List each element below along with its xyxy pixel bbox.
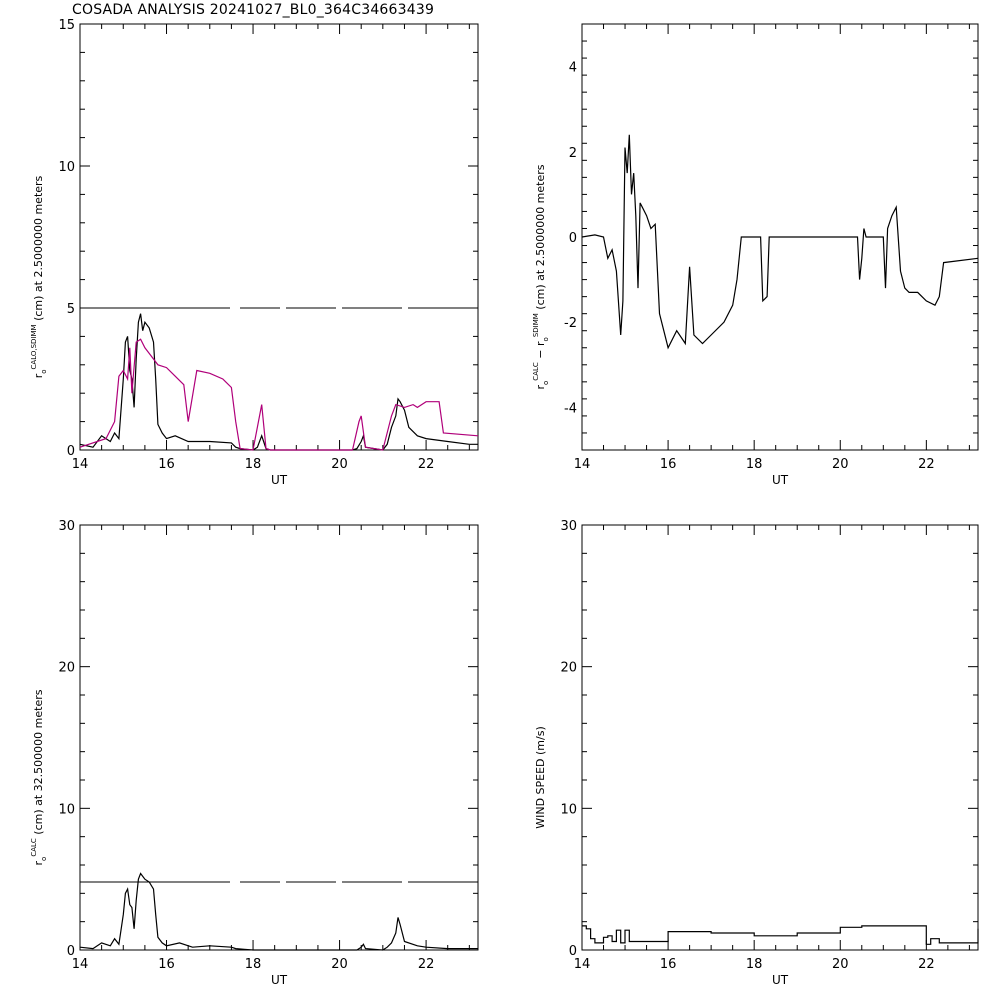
y-tick-label: 30	[58, 519, 75, 534]
y-axis-label: roCALC (cm) at 32.500000 meters	[30, 689, 48, 865]
chart-panel-4: 14 16 18 20 22 0 10 20 30 UT WIND SPEED (m/s)	[534, 519, 979, 987]
y-tick-label: 20	[560, 661, 577, 676]
x-tick-label: 20	[331, 457, 348, 472]
x-tick-label: 20	[832, 957, 849, 972]
y-tick-label: 15	[58, 18, 75, 33]
chart-panel-2: 14 16 18 20 22 -4 -2 0 2 4 UT roCALC − roSDIMM (cm)…	[532, 23, 979, 487]
x-tick-label: 18	[245, 957, 262, 972]
x-tick-label: 16	[660, 457, 677, 472]
x-tick-label: 20	[331, 957, 348, 972]
x-tick-label: 22	[418, 457, 435, 472]
y-tick-label: -4	[564, 401, 577, 416]
x-tick-label: 22	[918, 957, 935, 972]
y-tick-label: 0	[67, 944, 75, 959]
chart-panel-3: 14 16 18 20 22 0 10 20 30 UT roCALC (cm) at 32.500…	[30, 519, 479, 987]
series-line-1	[79, 872, 478, 951]
y-tick-label: 0	[569, 944, 577, 959]
y-tick-label: 30	[560, 519, 577, 534]
plot-frame	[581, 524, 979, 951]
x-axis-label: UT	[271, 473, 288, 487]
chart-title: COSADA ANALYSIS 20241027_BL0_364C3466343…	[72, 2, 435, 18]
y-axis-label: WIND SPEED (m/s)	[534, 726, 547, 829]
y-tick-label: 10	[58, 160, 75, 175]
x-tick-label: 22	[918, 457, 935, 472]
x-tick-label: 22	[418, 957, 435, 972]
x-tick-label: 18	[746, 957, 763, 972]
x-tick-label: 16	[158, 957, 175, 972]
x-tick-label: 18	[245, 457, 262, 472]
series-line-2	[79, 338, 479, 451]
y-tick-label: 0	[67, 444, 75, 459]
series-line-1	[582, 925, 979, 945]
y-tick-label: -2	[564, 316, 577, 331]
x-tick-label: 14	[574, 457, 591, 472]
x-tick-label: 14	[72, 457, 89, 472]
y-tick-label: 10	[58, 802, 75, 817]
x-tick-label: 16	[158, 457, 175, 472]
x-tick-label: 14	[72, 957, 89, 972]
plot-frame	[79, 23, 479, 451]
x-axis-label: UT	[772, 973, 789, 987]
plot-frame	[79, 524, 479, 951]
series-line-1	[79, 313, 478, 451]
x-tick-label: 20	[832, 457, 849, 472]
y-axis-label: roCALC − roSDIMM (cm) at 2.5000000 meter…	[532, 164, 550, 389]
y-tick-label: 10	[560, 802, 577, 817]
x-axis-label: UT	[772, 473, 789, 487]
y-tick-label: 0	[569, 231, 577, 246]
x-tick-label: 14	[574, 957, 591, 972]
y-tick-label: 4	[569, 61, 577, 76]
chart-panel-1: 14 16 18 20 22 0 5 10 15 UT roCALO,SDIMM (cm) at 2…	[30, 18, 479, 487]
y-tick-label: 2	[569, 146, 577, 161]
x-tick-label: 16	[660, 957, 677, 972]
y-tick-label: 20	[58, 661, 75, 676]
x-tick-label: 18	[746, 457, 763, 472]
y-axis-label: roCALO,SDIMM (cm) at 2.5000000 meters	[30, 175, 48, 378]
x-axis-label: UT	[271, 973, 288, 987]
series-line-1	[581, 134, 979, 350]
y-tick-label: 5	[67, 302, 75, 317]
